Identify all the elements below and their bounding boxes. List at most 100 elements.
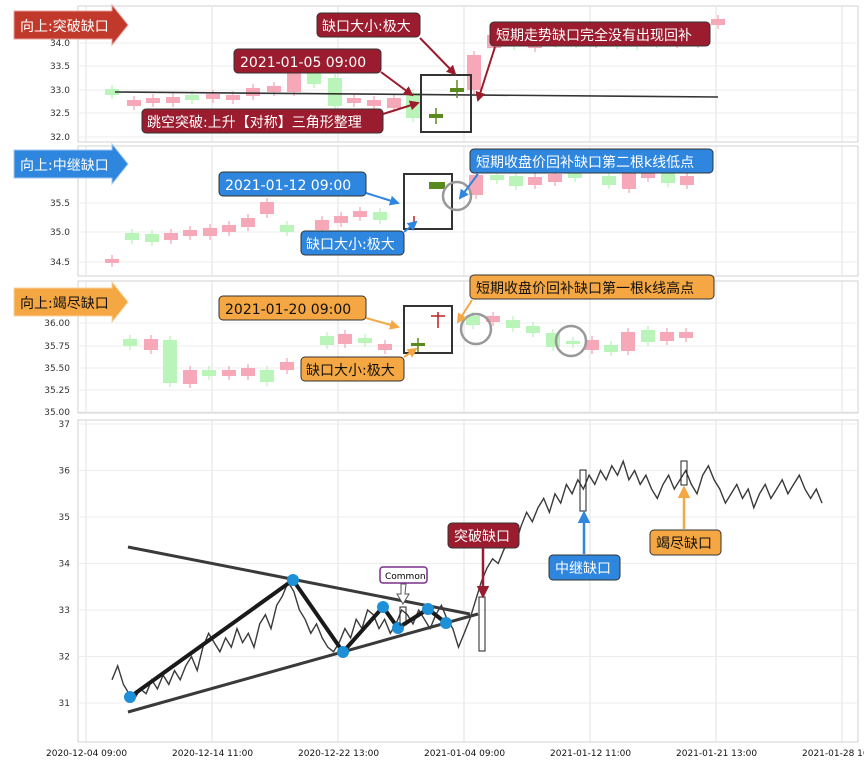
svg-text:缺口大小:极大: 缺口大小:极大 — [306, 237, 395, 253]
main-label-common: Common — [379, 566, 428, 605]
candle-body — [467, 55, 481, 90]
y-tick-label: 35.75 — [44, 342, 70, 352]
candle-body — [206, 94, 220, 99]
candle-body — [509, 176, 523, 186]
svg-text:竭尽缺口: 竭尽缺口 — [656, 536, 712, 552]
pivot-points — [124, 574, 452, 703]
y-tick-label: 35 — [59, 513, 70, 523]
fill-marker-runaway — [441, 180, 473, 212]
candle-body — [604, 345, 618, 352]
y-tick-label: 33.5 — [50, 62, 70, 72]
y-tick-label: 35.50 — [44, 364, 70, 374]
x-tick-label: 2021-01-21 13:00 — [676, 749, 757, 759]
x-tick-label: 2020-12-14 11:00 — [172, 749, 253, 759]
svg-text:2021-01-12 09:00: 2021-01-12 09:00 — [225, 178, 351, 194]
y-tick-label: 35.00 — [44, 408, 70, 418]
y-tick-label: 32.0 — [50, 133, 70, 143]
candle-body — [680, 176, 694, 185]
candle-body — [287, 70, 301, 92]
candle-body — [641, 170, 655, 178]
candle-body — [661, 172, 675, 183]
candle-body — [315, 220, 329, 230]
candle-body — [123, 339, 137, 346]
candle-body — [183, 230, 197, 236]
candle-body — [105, 89, 119, 95]
tag-breakaway-label: 向上:突破缺口 — [20, 19, 109, 35]
pivot-point — [422, 603, 434, 615]
y-tick-label: 35.0 — [50, 228, 70, 238]
candle-body — [222, 225, 236, 232]
x-tick-label: 2020-12-22 13:00 — [298, 749, 379, 759]
candle-body — [280, 225, 294, 232]
ann-date-3: 2021-01-20 09:00 — [218, 295, 400, 330]
candle-body — [373, 212, 387, 220]
svg-text:突破缺口: 突破缺口 — [454, 529, 510, 545]
y-tick-label: 35.25 — [44, 386, 70, 396]
svg-text:2021-01-05 09:00: 2021-01-05 09:00 — [240, 55, 366, 71]
candle-body — [334, 216, 348, 223]
y-tick-label: 34.5 — [50, 258, 70, 268]
pivot-point — [287, 574, 299, 586]
candle-body — [526, 326, 540, 333]
candle-body — [127, 100, 141, 106]
candle-body — [203, 228, 217, 236]
candle-body — [226, 95, 240, 100]
tag-exhaustion: 向上:竭尽缺口 — [13, 280, 129, 324]
candle-body — [548, 174, 562, 182]
candle-body — [241, 368, 255, 376]
candle-body — [338, 334, 352, 344]
fill-marker-exhaustion-2 — [554, 324, 588, 358]
svg-text:2021-01-20 09:00: 2021-01-20 09:00 — [225, 302, 351, 318]
candle-body — [378, 344, 392, 350]
y-tick-label: 34 — [59, 560, 71, 570]
y-tick-label: 36.00 — [44, 319, 70, 329]
ann-refill-3: 短期收盘价回补缺口第一根k线高点 — [456, 274, 715, 324]
candle-body — [260, 202, 274, 214]
ann-gap-size-2: 缺口大小:极大 — [300, 220, 418, 256]
candle-body — [358, 338, 372, 343]
x-tick-label: 2020-12-04 09:00 — [46, 749, 127, 759]
tag-runaway: 向上:中继缺口 — [13, 142, 129, 186]
candle-body — [246, 88, 260, 96]
candle-body — [506, 320, 520, 328]
gap-box-runaway — [403, 173, 453, 230]
svg-text:短期走势缺口完全没有出现回补: 短期走势缺口完全没有出现回补 — [496, 27, 692, 44]
candle-body — [163, 340, 177, 383]
candle-body — [222, 370, 236, 376]
svg-text:Common: Common — [385, 572, 426, 582]
ann-no-fill: 短期走势缺口完全没有出现回补 — [475, 21, 711, 102]
candle-body — [267, 86, 281, 92]
x-tick-label: 2021-01-04 09:00 — [424, 749, 505, 759]
candle-body — [568, 172, 582, 178]
fill-marker-exhaustion-1 — [459, 312, 493, 346]
y-tick-label: 36 — [59, 467, 71, 477]
tag-runaway-label: 向上:中继缺口 — [20, 158, 109, 174]
candle-body — [144, 339, 158, 350]
candle-body — [320, 336, 334, 345]
candle-body — [621, 332, 635, 351]
candle-body — [164, 233, 178, 240]
candle-body — [387, 98, 401, 108]
y-tick-label: 34.0 — [50, 39, 70, 49]
ann-gap-size-1: 缺口大小:极大 — [316, 12, 457, 76]
candle-body — [166, 97, 180, 103]
candle-body — [347, 98, 361, 103]
candle-body — [307, 71, 321, 84]
candle-body — [660, 332, 674, 341]
tag-exhaustion-label: 向上:竭尽缺口 — [20, 296, 109, 312]
candle-body — [602, 176, 616, 185]
candle-body — [202, 370, 216, 376]
y-tick-label: 33 — [59, 606, 70, 616]
candle-body — [260, 370, 274, 382]
candle-body — [328, 78, 342, 106]
pivot-point — [124, 691, 136, 703]
candle-body — [585, 340, 599, 350]
candle-body — [528, 177, 542, 185]
y-tick-label: 37 — [59, 420, 70, 430]
candle-body — [679, 332, 693, 338]
candle-body — [490, 175, 504, 180]
ann-refill-2: 短期收盘价回补缺口第二根k线低点 — [458, 148, 714, 200]
y-tick-label: 35.5 — [50, 199, 70, 209]
pivot-point — [440, 617, 452, 629]
